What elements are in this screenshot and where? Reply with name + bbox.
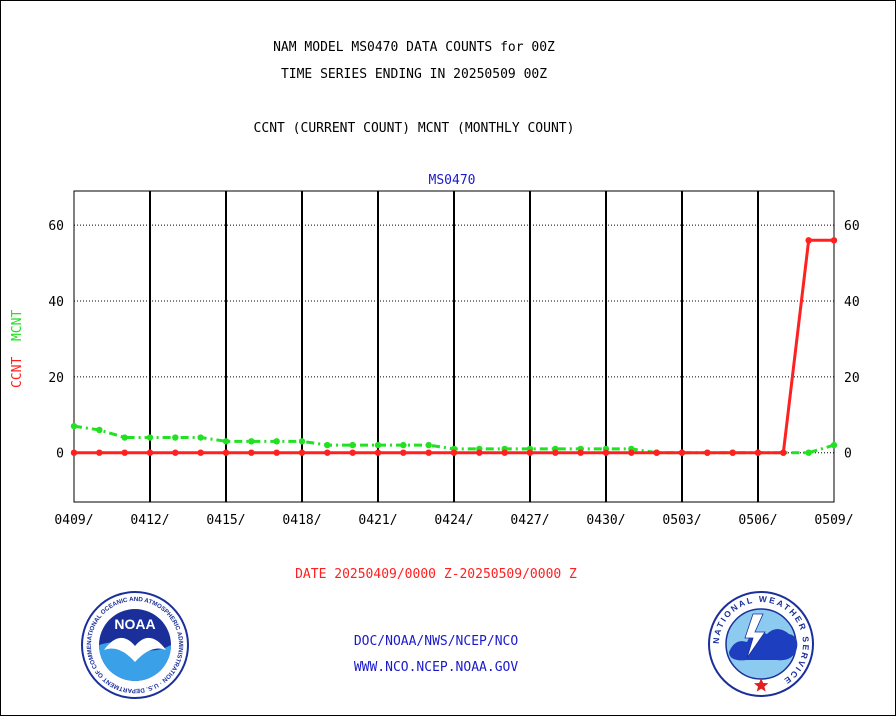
plot-frame [73,190,835,503]
x-tick-label: 0424/ [434,513,473,528]
nws-logo: NATIONAL WEATHER SERVICE [708,591,814,697]
y-tick-label-left: 40 [48,295,64,310]
data-point-ccnt [628,449,635,456]
data-point-ccnt [653,449,660,456]
data-point-ccnt [96,449,103,456]
data-point-mcnt [324,441,331,449]
data-point-ccnt [222,449,230,456]
data-point-ccnt [552,449,559,456]
data-point-mcnt [425,441,432,449]
data-point-ccnt [400,449,407,456]
x-tick-label: 0430/ [586,513,625,528]
data-point-ccnt [146,449,154,456]
noaa-wordmark: NOAA [114,616,155,632]
y-tick-label-right: 0 [844,447,852,462]
data-point-ccnt [374,449,382,456]
data-point-mcnt [70,422,78,430]
data-point-ccnt [197,449,204,456]
date-range-label: DATE 20250409/0000 Z-20250509/0000 Z [295,567,577,582]
data-point-ccnt [324,449,331,456]
data-point-ccnt [577,449,584,456]
x-tick-label: 0415/ [206,513,245,528]
data-point-mcnt [222,438,230,445]
website-link[interactable]: WWW.NCO.NCEP.NOAA.GOV [353,660,519,675]
data-point-ccnt [273,449,280,456]
x-tick-label: 0418/ [282,513,321,528]
y-tick-label-right: 60 [844,219,860,234]
x-tick-label: 0409/ [54,513,93,528]
data-point-ccnt [805,237,812,244]
y-axis-label-mcnt: MCNT [10,310,25,357]
x-tick-label: 0427/ [510,513,549,528]
x-tick-label: 0503/ [662,513,701,528]
x-tick-label: 0421/ [358,513,397,528]
data-point-ccnt [526,449,534,456]
data-point-ccnt [780,449,787,456]
data-point-ccnt [729,449,736,456]
data-point-mcnt [400,441,407,449]
data-point-mcnt [146,434,154,441]
data-point-mcnt [349,441,356,449]
data-point-mcnt [248,438,255,445]
data-point-ccnt [425,449,432,456]
x-tick-label: 0506/ [738,513,777,528]
data-point-mcnt [273,438,280,445]
data-point-ccnt [298,449,306,456]
y-tick-label-left: 0 [56,447,64,462]
x-tick-label: 0412/ [130,513,169,528]
data-point-ccnt [704,449,711,456]
y-tick-label-right: 20 [844,371,860,386]
station-label: MS0470 [429,173,476,188]
organization-label: DOC/NOAA/NWS/NCEP/NCO [353,634,519,649]
data-point-ccnt [248,449,255,456]
data-point-ccnt [602,449,610,456]
data-point-ccnt [172,449,179,456]
y-tick-label-right: 40 [844,295,860,310]
data-point-mcnt [121,434,128,441]
data-point-mcnt [805,449,812,456]
data-point-ccnt [678,449,686,456]
data-point-ccnt [70,449,78,456]
x-tick-label: 0509/ [814,513,853,528]
chart-subtitle: CCNT (CURRENT COUNT) MCNT (MONTHLY COUNT… [253,121,575,136]
chart-title-line-1: NAM MODEL MS0470 DATA COUNTS for 00Z [273,40,555,55]
y-axis-label-ccnt: CCNT [10,357,25,388]
data-point-ccnt [830,237,838,244]
data-point-ccnt [349,449,356,456]
data-point-ccnt [476,449,483,456]
data-point-ccnt [754,449,762,456]
data-point-mcnt [830,441,838,449]
noaa-logo: NATIONAL OCEANIC AND ATMOSPHERIC ADMINIS… [80,590,189,699]
y-axis-label: CCNT MCNT [10,310,25,388]
data-point-mcnt [172,434,179,441]
y-tick-label-left: 60 [48,219,64,234]
data-point-mcnt [197,434,204,441]
data-point-mcnt [374,441,382,449]
chart-title-line-2: TIME SERIES ENDING IN 20250509 00Z [280,67,548,82]
data-point-ccnt [121,449,128,456]
data-point-mcnt [96,426,103,434]
data-point-ccnt [450,449,458,456]
y-tick-label-left: 20 [48,371,64,386]
data-point-ccnt [501,449,508,456]
data-point-mcnt [298,438,306,445]
